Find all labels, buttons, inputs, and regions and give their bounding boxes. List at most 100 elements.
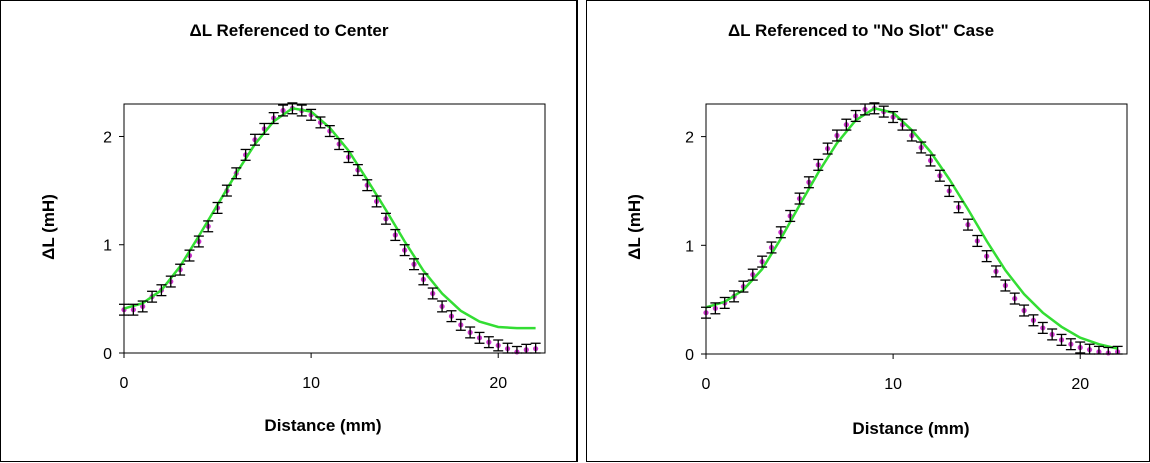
- error-bar: [1009, 292, 1020, 305]
- error-bar: [259, 122, 270, 135]
- error-bar: [888, 110, 899, 124]
- error-bar: [240, 148, 251, 161]
- error-bar: [119, 303, 129, 316]
- error-bar: [991, 265, 1002, 278]
- error-bar: [1065, 338, 1076, 351]
- error-bar: [1000, 279, 1011, 292]
- error-bar: [831, 129, 842, 142]
- error-bar: [521, 343, 532, 354]
- error-bar: [296, 104, 307, 117]
- error-bar: [962, 218, 973, 231]
- error-bar: [362, 179, 373, 192]
- error-bar: [860, 103, 871, 116]
- error-bar: [418, 273, 429, 286]
- error-bar: [175, 263, 186, 276]
- error-bar: [193, 235, 204, 248]
- error-bar: [231, 167, 242, 180]
- error-bar: [785, 209, 796, 223]
- error-bar: [343, 150, 354, 164]
- error-bar: [1075, 341, 1086, 354]
- error-bar: [869, 102, 880, 115]
- error-bar: [156, 284, 167, 297]
- y-tick-label: 0: [685, 347, 694, 364]
- error-bar: [981, 250, 992, 263]
- error-bar: [822, 142, 833, 155]
- x-tick-label: 20: [489, 375, 507, 392]
- error-bar: [446, 310, 457, 323]
- error-bar: [916, 141, 927, 154]
- x-axis-label: Distance (mm): [852, 419, 969, 438]
- error-bar: [757, 255, 768, 268]
- error-bar: [878, 105, 889, 118]
- fit-curve: [123, 106, 536, 330]
- error-bar: [775, 226, 786, 239]
- error-bar: [502, 342, 513, 354]
- error-bar: [1093, 345, 1104, 355]
- error-bar: [803, 176, 814, 189]
- error-bar: [399, 244, 410, 257]
- x-tick-label: 0: [120, 375, 129, 392]
- error-bar: [813, 158, 824, 171]
- chart-left: ΔL Referenced to Center Distance (mm) ΔL…: [39, 21, 546, 435]
- error-bar: [474, 331, 485, 344]
- error-bar: [511, 345, 522, 354]
- error-bar: [493, 339, 504, 352]
- error-bar: [530, 342, 541, 354]
- error-bar: [1103, 346, 1114, 355]
- error-bar: [850, 109, 861, 123]
- error-bar: [841, 118, 852, 131]
- x-tick-label: 10: [884, 376, 902, 393]
- error-bar: [747, 268, 758, 281]
- error-bar: [465, 326, 476, 339]
- chart-panel-right: ΔL Referenced to "No Slot" Case Distance…: [586, 0, 1150, 462]
- error-bar: [1056, 333, 1067, 346]
- plot-frame: [705, 103, 1128, 355]
- error-bar: [249, 133, 260, 146]
- error-bar: [137, 300, 148, 313]
- error-bar: [212, 201, 223, 214]
- error-bar: [906, 129, 917, 142]
- x-tick-label: 20: [1071, 376, 1089, 393]
- chart-title: ΔL Referenced to "No Slot" Case: [728, 21, 994, 40]
- error-bar: [701, 306, 711, 319]
- error-bar: [165, 275, 176, 288]
- error-bar: [306, 108, 317, 121]
- y-tick-label: 2: [685, 130, 694, 147]
- error-bar: [729, 290, 740, 303]
- error-bar: [1028, 314, 1039, 327]
- error-bar: [953, 201, 964, 214]
- chart-right: ΔL Referenced to "No Slot" Case Distance…: [625, 21, 1128, 438]
- error-bar: [1037, 321, 1048, 334]
- error-bar: [1047, 328, 1058, 341]
- y-tick-label: 1: [685, 238, 694, 255]
- error-bar: [221, 184, 232, 197]
- x-axis-label: Distance (mm): [264, 416, 381, 435]
- error-bar: [897, 118, 908, 131]
- error-bar: [483, 336, 494, 349]
- error-bar: [268, 112, 279, 125]
- error-bar: [128, 303, 139, 316]
- y-axis-label: ΔL (mH): [625, 194, 644, 260]
- error-bar: [944, 184, 955, 198]
- error-bar: [334, 137, 345, 151]
- plot-frame: [123, 103, 546, 354]
- error-bar: [352, 163, 363, 177]
- error-bar: [738, 280, 749, 293]
- error-bar: [427, 287, 438, 300]
- error-bar: [925, 154, 936, 167]
- error-bar: [766, 241, 777, 254]
- error-bar: [371, 195, 382, 208]
- error-bar: [455, 318, 466, 331]
- error-bar: [1019, 304, 1030, 317]
- y-axis-label: ΔL (mH): [39, 194, 58, 260]
- chart-panel-left: ΔL Referenced to Center Distance (mm) ΔL…: [0, 0, 578, 462]
- y-tick-label: 1: [103, 238, 112, 255]
- error-bar: [437, 300, 448, 313]
- error-bar: [184, 249, 195, 262]
- x-tick-label: 0: [702, 376, 711, 393]
- chart-title: ΔL Referenced to Center: [190, 21, 389, 40]
- x-tick-label: 10: [302, 375, 320, 392]
- error-bar: [719, 296, 730, 309]
- error-bar: [324, 125, 335, 138]
- error-bar: [1084, 343, 1095, 355]
